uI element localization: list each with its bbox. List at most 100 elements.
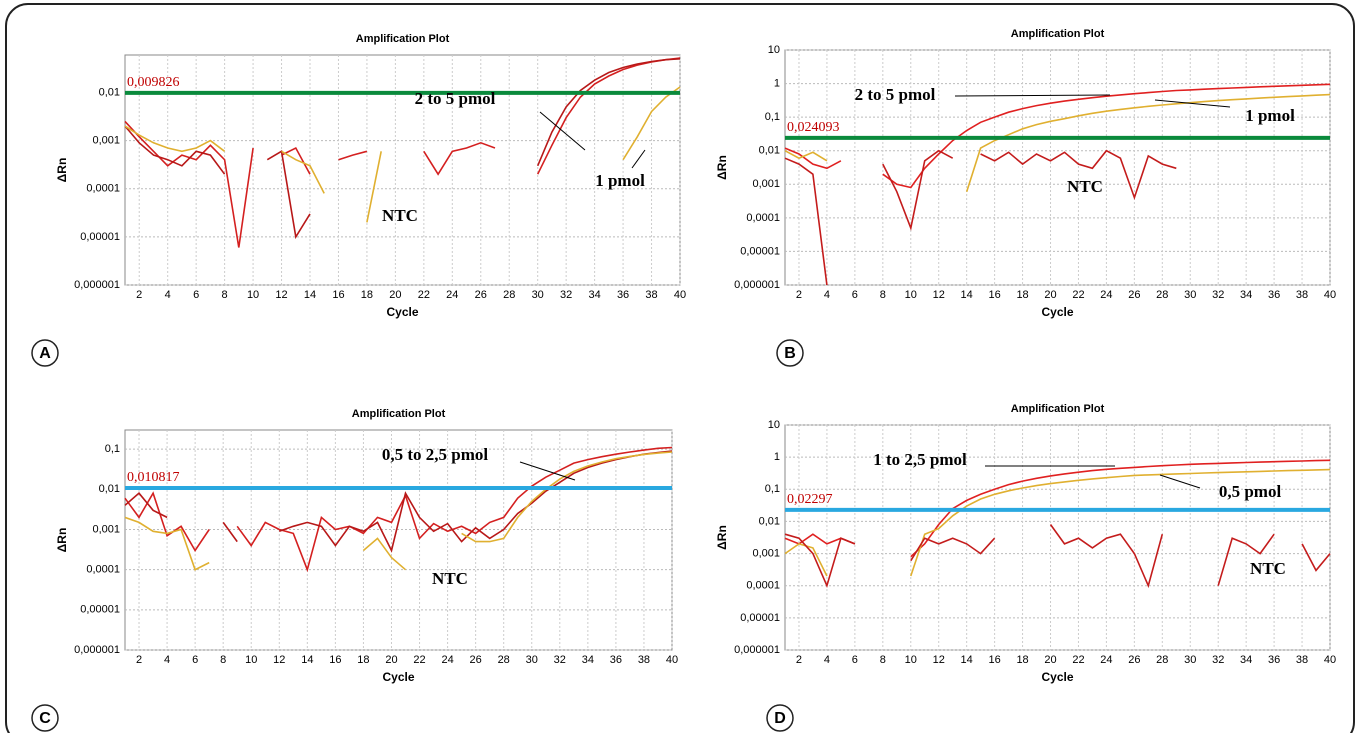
data-line xyxy=(784,149,1177,286)
y-tick-label: 0,000001 xyxy=(734,644,780,656)
data-line xyxy=(124,86,681,223)
leader-line xyxy=(539,111,586,151)
x-tick-label: 30 xyxy=(1184,654,1196,666)
x-tick-label: 30 xyxy=(532,289,544,301)
x-tick-label: 2 xyxy=(136,654,142,666)
x-tick-label: 8 xyxy=(880,289,886,301)
x-tick-label: 14 xyxy=(304,289,316,301)
x-tick-label: 16 xyxy=(329,654,341,666)
x-tick-label: 10 xyxy=(245,654,257,666)
leader-line xyxy=(519,461,576,481)
x-axis-label: Cycle xyxy=(386,305,418,319)
data-line xyxy=(784,93,1331,192)
y-tick-label: 10 xyxy=(768,44,780,56)
panel-letter: D xyxy=(774,710,786,727)
x-tick-label: 30 xyxy=(526,654,538,666)
x-tick-label: 38 xyxy=(1296,289,1308,301)
x-tick-label: 10 xyxy=(905,654,917,666)
leader-line xyxy=(1154,99,1231,108)
x-tick-label: 34 xyxy=(1240,654,1252,666)
x-tick-label: 6 xyxy=(193,289,199,301)
x-tick-label: 24 xyxy=(1100,289,1112,301)
threshold-label: 0,02297 xyxy=(787,492,833,507)
x-tick-label: 4 xyxy=(824,289,830,301)
x-tick-label: 16 xyxy=(332,289,344,301)
y-axis-label: ΔRn xyxy=(55,158,69,183)
x-tick-label: 20 xyxy=(1044,654,1056,666)
x-tick-label: 22 xyxy=(413,654,425,666)
x-axis-label: Cycle xyxy=(1041,305,1073,319)
x-tick-label: 4 xyxy=(164,654,170,666)
x-tick-label: 18 xyxy=(357,654,369,666)
panel-letter: C xyxy=(39,710,51,727)
x-tick-label: 8 xyxy=(880,654,886,666)
panel-letter: B xyxy=(784,345,796,362)
leader-line xyxy=(1159,474,1201,489)
annotation: NTC xyxy=(382,206,418,225)
annotation: 0,5 to 2,5 pmol xyxy=(382,445,489,464)
panel-circle xyxy=(31,704,59,732)
x-tick-label: 22 xyxy=(418,289,430,301)
x-tick-label: 18 xyxy=(1016,654,1028,666)
x-tick-label: 18 xyxy=(361,289,373,301)
y-tick-label: 0,000001 xyxy=(74,644,120,656)
x-tick-label: 38 xyxy=(1296,654,1308,666)
x-tick-label: 4 xyxy=(165,289,171,301)
annotation: NTC xyxy=(1067,177,1103,196)
threshold-label: 0,010817 xyxy=(127,470,180,485)
y-tick-label: 0,00001 xyxy=(740,245,780,257)
y-tick-label: 0,1 xyxy=(765,111,780,123)
y-tick-label: 0,0001 xyxy=(746,580,780,592)
leader-line xyxy=(954,94,1111,97)
x-tick-label: 8 xyxy=(220,654,226,666)
y-tick-label: 0,0001 xyxy=(86,183,120,195)
y-tick-label: 0,01 xyxy=(99,483,120,495)
y-tick-label: 0,00001 xyxy=(80,604,120,616)
x-tick-label: 2 xyxy=(796,289,802,301)
x-tick-label: 28 xyxy=(1156,289,1168,301)
leader-line xyxy=(631,149,646,169)
x-tick-label: 38 xyxy=(638,654,650,666)
x-tick-label: 36 xyxy=(1268,654,1280,666)
y-tick-label: 0,1 xyxy=(765,483,780,495)
x-tick-label: 12 xyxy=(275,289,287,301)
x-tick-label: 16 xyxy=(988,654,1000,666)
x-tick-label: 26 xyxy=(1128,289,1140,301)
y-tick-label: 0,000001 xyxy=(734,279,780,291)
x-tick-label: 24 xyxy=(1100,654,1112,666)
x-tick-label: 40 xyxy=(1324,654,1336,666)
threshold-label: 0,024093 xyxy=(787,120,840,135)
x-tick-label: 26 xyxy=(1128,654,1140,666)
x-tick-label: 24 xyxy=(441,654,453,666)
annotation: 2 to 5 pmol xyxy=(855,85,936,104)
annotation: NTC xyxy=(1250,559,1286,578)
panel-circle xyxy=(766,704,794,732)
x-tick-label: 28 xyxy=(503,289,515,301)
panel-circle xyxy=(31,339,59,367)
y-axis-label: ΔRn xyxy=(715,525,729,550)
chart-title: Amplification Plot xyxy=(356,33,450,45)
x-tick-label: 20 xyxy=(389,289,401,301)
y-tick-label: 0,01 xyxy=(759,145,780,157)
y-tick-label: 0,0001 xyxy=(86,564,120,576)
x-tick-label: 34 xyxy=(1240,289,1252,301)
x-tick-label: 6 xyxy=(852,289,858,301)
x-tick-label: 10 xyxy=(905,289,917,301)
x-tick-label: 30 xyxy=(1184,289,1196,301)
annotation: 1 pmol xyxy=(1245,106,1295,125)
panel-letter: A xyxy=(39,345,51,362)
x-tick-label: 8 xyxy=(222,289,228,301)
annotation: NTC xyxy=(432,569,468,588)
x-tick-label: 18 xyxy=(1016,289,1028,301)
x-tick-label: 2 xyxy=(136,289,142,301)
y-axis-label: ΔRn xyxy=(715,155,729,180)
y-tick-label: 0,000001 xyxy=(74,279,120,291)
x-tick-label: 4 xyxy=(824,654,830,666)
y-tick-label: 0,01 xyxy=(759,515,780,527)
annotation: 2 to 5 pmol xyxy=(415,89,496,108)
y-tick-label: 0,00001 xyxy=(80,231,120,243)
x-tick-label: 36 xyxy=(617,289,629,301)
x-tick-label: 22 xyxy=(1072,289,1084,301)
threshold-label: 0,009826 xyxy=(127,75,180,90)
